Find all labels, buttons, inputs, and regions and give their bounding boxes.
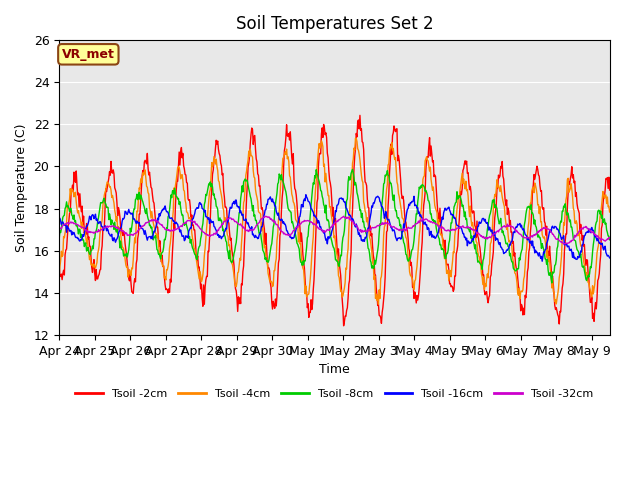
Tsoil -2cm	[606, 187, 614, 193]
Tsoil -16cm	[58, 221, 65, 227]
Tsoil -4cm	[55, 271, 63, 277]
Tsoil -16cm	[464, 238, 472, 244]
X-axis label: Time: Time	[319, 363, 349, 376]
Tsoil -2cm	[311, 260, 319, 266]
Legend: Tsoil -2cm, Tsoil -4cm, Tsoil -8cm, Tsoil -16cm, Tsoil -32cm: Tsoil -2cm, Tsoil -4cm, Tsoil -8cm, Tsoi…	[71, 384, 598, 403]
Tsoil -8cm	[58, 226, 65, 232]
Line: Tsoil -8cm: Tsoil -8cm	[59, 169, 610, 283]
Line: Tsoil -2cm: Tsoil -2cm	[59, 115, 610, 326]
Tsoil -32cm	[290, 228, 298, 233]
Tsoil -32cm	[464, 224, 472, 230]
Tsoil -16cm	[55, 216, 63, 221]
Tsoil -16cm	[451, 215, 459, 220]
Tsoil -8cm	[606, 237, 614, 243]
Tsoil -32cm	[132, 230, 140, 236]
Tsoil -32cm	[55, 228, 63, 233]
Tsoil -32cm	[560, 241, 568, 247]
Line: Tsoil -32cm: Tsoil -32cm	[59, 216, 610, 244]
Tsoil -8cm	[132, 196, 140, 202]
Tsoil -32cm	[451, 228, 459, 233]
Tsoil -16cm	[606, 255, 614, 261]
Tsoil -8cm	[451, 202, 459, 208]
Tsoil -8cm	[464, 226, 472, 232]
Tsoil -4cm	[58, 248, 65, 254]
Tsoil -16cm	[132, 220, 140, 226]
Tsoil -4cm	[351, 135, 359, 141]
Tsoil -2cm	[452, 273, 460, 279]
Tsoil -32cm	[58, 226, 65, 232]
Line: Tsoil -16cm: Tsoil -16cm	[59, 195, 610, 261]
Tsoil -2cm	[290, 177, 298, 183]
Tsoil -2cm	[132, 261, 140, 266]
Tsoil -16cm	[290, 235, 298, 240]
Tsoil -2cm	[356, 112, 364, 118]
Tsoil -8cm	[548, 280, 556, 286]
Tsoil -4cm	[465, 206, 473, 212]
Tsoil -4cm	[374, 301, 382, 307]
Tsoil -8cm	[311, 173, 319, 179]
Tsoil -2cm	[55, 260, 63, 266]
Tsoil -32cm	[311, 221, 319, 227]
Tsoil -4cm	[452, 227, 460, 233]
Tsoil -4cm	[132, 222, 140, 228]
Tsoil -32cm	[340, 214, 348, 219]
Tsoil -16cm	[312, 214, 319, 220]
Tsoil -16cm	[538, 258, 546, 264]
Tsoil -32cm	[606, 235, 614, 240]
Line: Tsoil -4cm: Tsoil -4cm	[59, 138, 610, 304]
Title: Soil Temperatures Set 2: Soil Temperatures Set 2	[236, 15, 433, 33]
Tsoil -4cm	[606, 209, 614, 215]
Tsoil -8cm	[290, 226, 298, 231]
Tsoil -8cm	[349, 167, 356, 172]
Tsoil -2cm	[340, 323, 348, 329]
Tsoil -16cm	[302, 192, 310, 198]
Tsoil -4cm	[311, 199, 319, 204]
Tsoil -2cm	[465, 180, 473, 185]
Tsoil -4cm	[290, 200, 298, 206]
Tsoil -8cm	[55, 237, 63, 242]
Tsoil -2cm	[58, 271, 65, 277]
Text: VR_met: VR_met	[62, 48, 115, 61]
Y-axis label: Soil Temperature (C): Soil Temperature (C)	[15, 123, 28, 252]
